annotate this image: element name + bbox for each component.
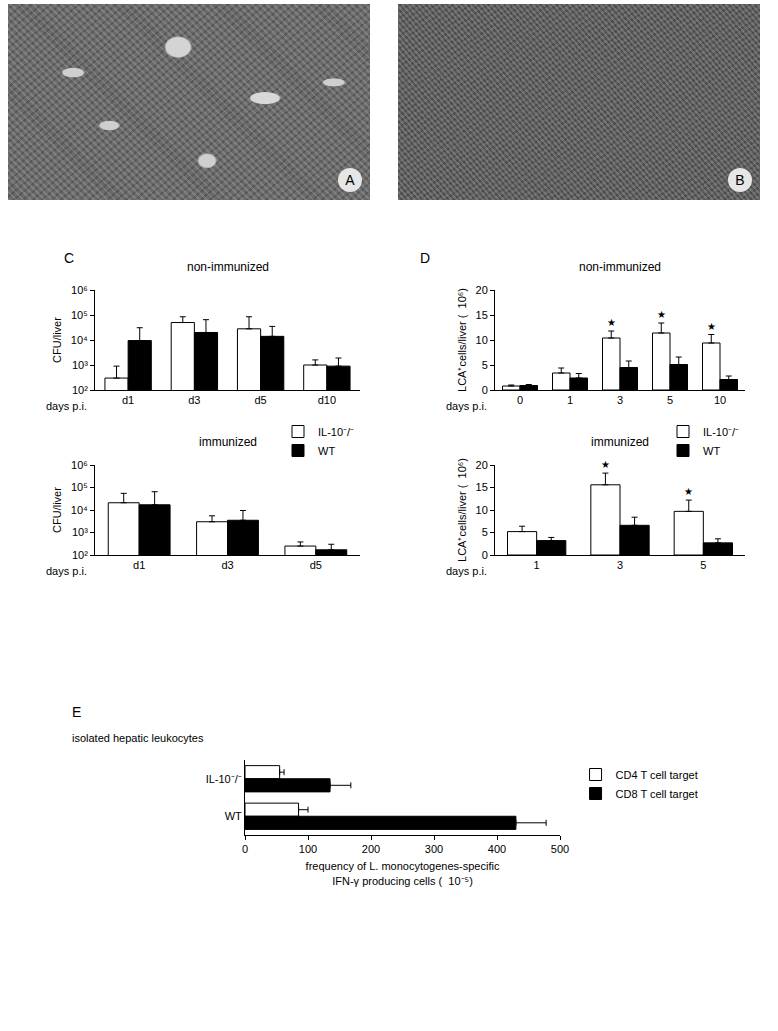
svg-text:5: 5	[667, 394, 673, 406]
svg-text:10⁴: 10⁴	[71, 504, 88, 516]
svg-text:d10: d10	[318, 394, 336, 406]
svg-text:1: 1	[534, 559, 540, 571]
svg-text:★: ★	[601, 459, 610, 470]
svg-text:3: 3	[617, 394, 623, 406]
svg-text:WT: WT	[225, 810, 242, 822]
svg-text:10²: 10²	[72, 549, 88, 561]
svg-text:5: 5	[700, 559, 706, 571]
svg-text:LCA⁺cells/liver ( 10⁶): LCA⁺cells/liver ( 10⁶)	[456, 458, 468, 562]
svg-text:d3: d3	[188, 394, 200, 406]
svg-text:20: 20	[476, 459, 488, 471]
svg-text:E: E	[72, 704, 81, 720]
svg-text:0: 0	[517, 394, 523, 406]
html-text:A: A	[345, 172, 355, 188]
svg-text:CFU/liver: CFU/liver	[51, 317, 63, 363]
svg-text:d1: d1	[122, 394, 134, 406]
svg-text:CD8 T cell target: CD8 T cell target	[616, 788, 698, 800]
svg-text:D: D	[420, 250, 430, 266]
svg-text:non-immunized: non-immunized	[187, 260, 269, 274]
html-text:B: B	[735, 172, 745, 188]
svg-text:IL-10⁻/⁻: IL-10⁻/⁻	[703, 426, 739, 438]
svg-text:10³: 10³	[72, 526, 88, 538]
svg-text:3: 3	[617, 559, 623, 571]
svg-text:10⁶: 10⁶	[71, 459, 88, 471]
svg-text:C: C	[64, 250, 74, 266]
svg-text:10⁵: 10⁵	[71, 309, 88, 321]
svg-text:★: ★	[657, 309, 666, 320]
svg-text:d1: d1	[133, 559, 145, 571]
svg-text:0: 0	[482, 549, 488, 561]
svg-text:IL-10⁻/⁻: IL-10⁻/⁻	[318, 426, 354, 438]
svg-text:frequency of L. monocytogenes-: frequency of L. monocytogenes-specificIF…	[306, 860, 500, 886]
svg-text:15: 15	[476, 309, 488, 321]
svg-text:10³: 10³	[72, 359, 88, 371]
svg-text:CD4 T cell target: CD4 T cell target	[616, 769, 698, 781]
svg-text:isolated hepatic leukocytes: isolated hepatic leukocytes	[72, 732, 204, 744]
svg-text:days p.i.: days p.i.	[446, 565, 487, 577]
svg-text:10²: 10²	[72, 384, 88, 396]
svg-text:10⁶: 10⁶	[71, 284, 88, 296]
svg-text:WT: WT	[703, 445, 720, 457]
svg-text:0: 0	[242, 843, 248, 855]
svg-text:0: 0	[482, 384, 488, 396]
svg-text:non-immunized: non-immunized	[579, 260, 661, 274]
svg-text:d5: d5	[310, 559, 322, 571]
svg-text:★: ★	[607, 317, 616, 328]
svg-text:★: ★	[684, 486, 693, 497]
svg-text:10: 10	[476, 504, 488, 516]
svg-text:days p.i.: days p.i.	[46, 400, 87, 412]
svg-text:500: 500	[551, 843, 569, 855]
svg-text:10: 10	[714, 394, 726, 406]
svg-text:days p.i.: days p.i.	[46, 565, 87, 577]
svg-text:5: 5	[482, 359, 488, 371]
svg-text:d3: d3	[221, 559, 233, 571]
svg-text:days p.i.: days p.i.	[446, 400, 487, 412]
svg-text:LCA⁺cells/liver ( 10⁶): LCA⁺cells/liver ( 10⁶)	[456, 288, 468, 392]
svg-text:WT: WT	[318, 445, 335, 457]
svg-text:15: 15	[476, 481, 488, 493]
svg-text:5: 5	[482, 526, 488, 538]
svg-text:immunized: immunized	[199, 435, 257, 449]
svg-text:IL-10⁻/⁻: IL-10⁻/⁻	[206, 773, 242, 785]
svg-text:CFU/liver: CFU/liver	[51, 487, 63, 533]
svg-text:immunized: immunized	[591, 435, 649, 449]
svg-text:20: 20	[476, 284, 488, 296]
svg-text:200: 200	[362, 843, 380, 855]
svg-text:10⁴: 10⁴	[71, 334, 88, 346]
svg-text:100: 100	[299, 843, 317, 855]
svg-text:10⁵: 10⁵	[71, 481, 88, 493]
svg-text:★: ★	[707, 321, 716, 332]
svg-text:1: 1	[567, 394, 573, 406]
svg-text:10: 10	[476, 334, 488, 346]
svg-text:400: 400	[488, 843, 506, 855]
svg-text:d5: d5	[255, 394, 267, 406]
svg-text:300: 300	[425, 843, 443, 855]
